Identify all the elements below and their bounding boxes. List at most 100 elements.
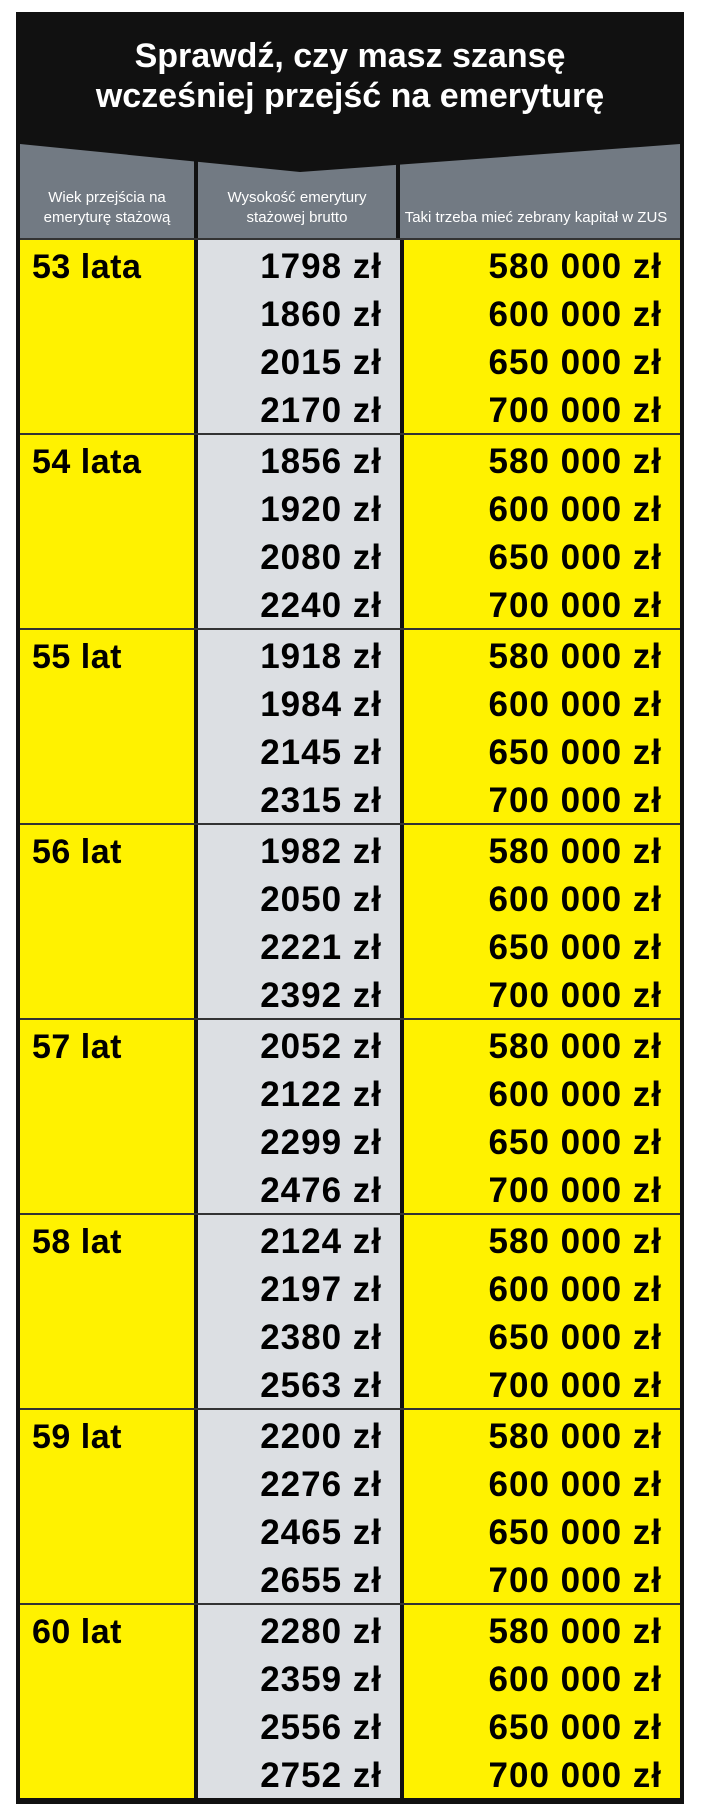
header-row: Wiek przejścia na emeryturę stażową Wyso…	[20, 140, 680, 238]
age-cell: 54 lata	[20, 435, 194, 628]
pension-amount: 1920 zł	[260, 490, 382, 529]
pension-amount: 2276 zł	[260, 1465, 382, 1504]
pension-cell: 2124 zł 2197 zł 2380 zł 2563 zł	[198, 1215, 400, 1408]
capital-amount: 650 000 zł	[488, 928, 662, 967]
pension-amount: 2197 zł	[260, 1270, 382, 1309]
capital-amount: 600 000 zł	[488, 880, 662, 919]
pension-amount: 1984 zł	[260, 685, 382, 724]
age-label: 56 lat	[32, 833, 122, 871]
capital-amount: 580 000 zł	[488, 637, 662, 676]
capital-amount: 700 000 zł	[488, 1171, 662, 1210]
pension-amount: 1860 zł	[260, 295, 382, 334]
age-cell: 60 lat	[20, 1605, 194, 1798]
capital-amount: 700 000 zł	[488, 1561, 662, 1600]
table-body: 53 lata 1798 zł 1860 zł 2015 zł 2170 zł 580 0…	[20, 238, 680, 1798]
capital-amount: 600 000 zł	[488, 1660, 662, 1699]
pension-amount: 2556 zł	[260, 1708, 382, 1747]
pension-amount: 1856 zł	[260, 442, 382, 481]
pension-amount: 2170 zł	[260, 391, 382, 430]
age-label: 55 lat	[32, 638, 122, 676]
age-group: 57 lat 2052 zł 2122 zł 2299 zł 2476 zł 580 00…	[20, 1018, 680, 1213]
pension-amount: 2299 zł	[260, 1123, 382, 1162]
capital-amount: 650 000 zł	[488, 1513, 662, 1552]
pension-cell: 2052 zł 2122 zł 2299 zł 2476 zł	[198, 1020, 400, 1213]
capital-amount: 580 000 zł	[488, 832, 662, 871]
pension-amount: 2392 zł	[260, 976, 382, 1015]
capital-amount: 580 000 zł	[488, 247, 662, 286]
capital-amount: 650 000 zł	[488, 343, 662, 382]
capital-cell: 580 000 zł 600 000 zł 650 000 zł 700 000 zł	[404, 240, 680, 433]
pension-amount: 2752 zł	[260, 1756, 382, 1795]
capital-amount: 600 000 zł	[488, 1465, 662, 1504]
age-cell: 53 lata	[20, 240, 194, 433]
pension-amount: 2280 zł	[260, 1612, 382, 1651]
pension-amount: 2655 zł	[260, 1561, 382, 1600]
pension-cell: 1982 zł 2050 zł 2221 zł 2392 zł	[198, 825, 400, 1018]
chevron-shape	[20, 140, 680, 172]
pension-amount: 2359 zł	[260, 1660, 382, 1699]
pension-cell: 1798 zł 1860 zł 2015 zł 2170 zł	[198, 240, 400, 433]
pension-cell: 1856 zł 1920 zł 2080 zł 2240 zł	[198, 435, 400, 628]
title-line: wcześniej przejść na emeryturę	[95, 77, 605, 115]
pension-amount: 1982 zł	[260, 832, 382, 871]
pension-cell: 2200 zł 2276 zł 2465 zł 2655 zł	[198, 1410, 400, 1603]
capital-cell: 580 000 zł 600 000 zł 650 000 zł 700 000 zł	[404, 630, 680, 823]
capital-amount: 580 000 zł	[488, 1417, 662, 1456]
pension-amount: 2145 zł	[260, 733, 382, 772]
capital-amount: 580 000 zł	[488, 1222, 662, 1261]
title-line: Sprawdź, czy masz szansę	[134, 37, 566, 75]
capital-amount: 700 000 zł	[488, 976, 662, 1015]
capital-amount: 700 000 zł	[488, 586, 662, 625]
age-cell: 57 lat	[20, 1020, 194, 1213]
pension-amount: 2315 zł	[260, 781, 382, 820]
chevron	[20, 140, 680, 172]
capital-amount: 580 000 zł	[488, 1612, 662, 1651]
pension-amount: 2124 zł	[260, 1222, 382, 1261]
header-cell: Wiek przejścia na emeryturę stażową	[43, 189, 171, 226]
capital-amount: 700 000 zł	[488, 1756, 662, 1795]
pension-amount: 2240 zł	[260, 586, 382, 625]
age-group: 54 lata 1856 zł 1920 zł 2080 zł 2240 zł 580 0…	[20, 433, 680, 628]
pension-amount: 2080 zł	[260, 538, 382, 577]
age-label: 54 lata	[32, 443, 142, 481]
capital-amount: 600 000 zł	[488, 685, 662, 724]
age-label: 60 lat	[32, 1613, 122, 1651]
header-cell: Wysokość emerytury stażowej brutto	[194, 140, 396, 238]
pension-cell: 2280 zł 2359 zł 2556 zł 2752 zł	[198, 1605, 400, 1798]
age-cell: 55 lat	[20, 630, 194, 823]
header-cell: Taki trzeba mieć zebrany kapitał w ZUS	[396, 140, 672, 238]
age-group: 60 lat 2280 zł 2359 zł 2556 zł 2752 zł 580 00…	[20, 1603, 680, 1798]
capital-amount: 650 000 zł	[488, 1708, 662, 1747]
capital-cell: 580 000 zł 600 000 zł 650 000 zł 700 000 zł	[404, 435, 680, 628]
pension-amount: 2563 zł	[260, 1366, 382, 1405]
capital-cell: 580 000 zł 600 000 zł 650 000 zł 700 000 zł	[404, 1020, 680, 1213]
capital-cell: 580 000 zł 600 000 zł 650 000 zł 700 000 zł	[404, 825, 680, 1018]
pension-amount: 2015 zł	[260, 343, 382, 382]
age-group: 58 lat 2124 zł 2197 zł 2380 zł 2563 zł 580 00…	[20, 1213, 680, 1408]
capital-amount: 650 000 zł	[488, 1123, 662, 1162]
age-group: 55 lat 1918 zł 1984 zł 2145 zł 2315 zł 580 00…	[20, 628, 680, 823]
age-group: 56 lat 1982 zł 2050 zł 2221 zł 2392 zł 580 00…	[20, 823, 680, 1018]
capital-amount: 650 000 zł	[488, 733, 662, 772]
pension-amount: 2221 zł	[260, 928, 382, 967]
capital-amount: 600 000 zł	[488, 490, 662, 529]
pension-amount: 1918 zł	[260, 637, 382, 676]
capital-amount: 700 000 zł	[488, 391, 662, 430]
age-label: 59 lat	[32, 1418, 122, 1456]
capital-cell: 580 000 zł 600 000 zł 650 000 zł 700 000 zł	[404, 1605, 680, 1798]
capital-amount: 600 000 zł	[488, 295, 662, 334]
pension-amount: 1798 zł	[260, 247, 382, 286]
pension-amount: 2122 zł	[260, 1075, 382, 1114]
capital-amount: 700 000 zł	[488, 781, 662, 820]
pension-cell: 1918 zł 1984 zł 2145 zł 2315 zł	[198, 630, 400, 823]
capital-amount: 650 000 zł	[488, 1318, 662, 1357]
title: Sprawdź, czy masz szansę wcześniej przej…	[20, 12, 680, 140]
pension-amount: 2465 zł	[260, 1513, 382, 1552]
pension-amount: 2050 zł	[260, 880, 382, 919]
infographic: Sprawdź, czy masz szansę wcześniej przej…	[16, 12, 684, 1804]
age-group: 53 lata 1798 zł 1860 zł 2015 zł 2170 zł 580 0…	[20, 238, 680, 433]
capital-amount: 580 000 zł	[488, 442, 662, 481]
age-label: 53 lata	[32, 248, 142, 286]
age-group: 59 lat 2200 zł 2276 zł 2465 zł 2655 zł 580 00…	[20, 1408, 680, 1603]
